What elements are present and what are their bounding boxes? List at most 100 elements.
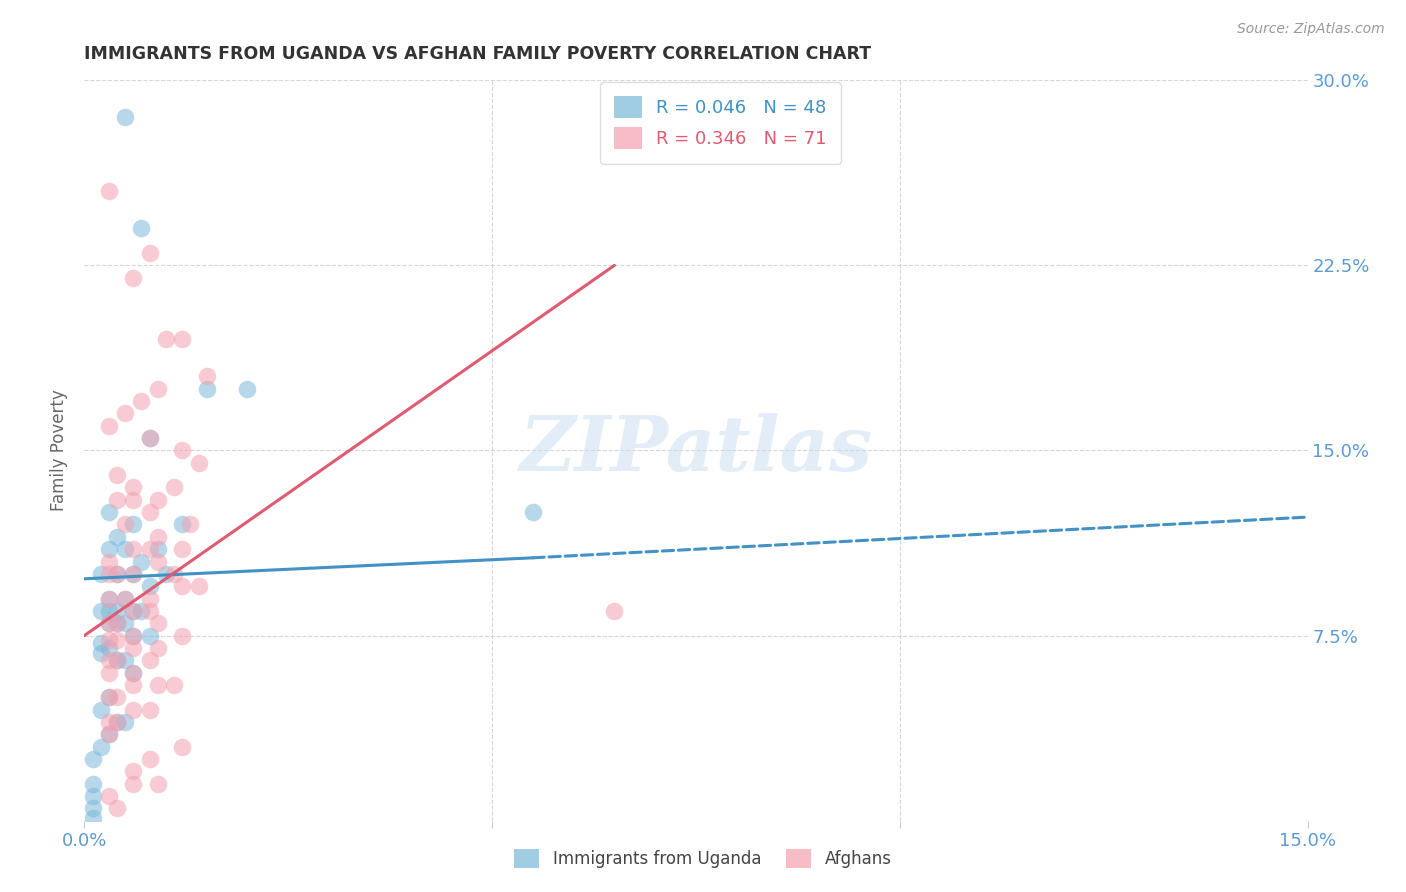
Point [105, 801, 128, 815]
Point [138, 431, 160, 445]
Point [97, 418, 120, 433]
Point [114, 542, 136, 557]
Point [97, 714, 120, 729]
Point [97, 184, 120, 198]
Point [105, 616, 128, 631]
Point [131, 604, 153, 618]
Point [146, 555, 169, 569]
Point [122, 764, 145, 779]
Point [603, 604, 626, 618]
Point [122, 776, 145, 791]
Point [138, 591, 160, 606]
Point [105, 714, 128, 729]
Point [105, 566, 128, 581]
Text: IMMIGRANTS FROM UGANDA VS AFGHAN FAMILY POVERTY CORRELATION CHART: IMMIGRANTS FROM UGANDA VS AFGHAN FAMILY … [84, 45, 872, 63]
Point [122, 628, 145, 642]
Point [97, 690, 120, 705]
Y-axis label: Family Poverty: Family Poverty [51, 390, 69, 511]
Point [172, 332, 194, 346]
Point [114, 517, 136, 532]
Point [82, 776, 104, 791]
Point [97, 591, 120, 606]
Point [195, 382, 218, 396]
Point [114, 653, 136, 667]
Point [97, 542, 120, 557]
Point [172, 443, 194, 458]
Point [122, 566, 145, 581]
Point [97, 640, 120, 655]
Point [90, 739, 112, 754]
Point [97, 616, 120, 631]
Point [138, 246, 160, 260]
Point [122, 270, 145, 285]
Point [155, 566, 177, 581]
Point [105, 604, 128, 618]
Point [172, 628, 194, 642]
Point [105, 714, 128, 729]
Point [138, 542, 160, 557]
Point [138, 505, 160, 519]
Point [122, 566, 145, 581]
Point [114, 616, 136, 631]
Point [105, 492, 128, 507]
Point [163, 566, 186, 581]
Point [82, 752, 104, 766]
Point [122, 517, 145, 532]
Point [114, 111, 136, 125]
Point [138, 431, 160, 445]
Point [187, 456, 209, 470]
Point [105, 468, 128, 483]
Point [138, 604, 160, 618]
Point [122, 628, 145, 642]
Point [114, 407, 136, 421]
Point [90, 566, 112, 581]
Point [172, 739, 194, 754]
Point [138, 579, 160, 593]
Point [163, 678, 186, 692]
Point [138, 752, 160, 766]
Text: ZIPatlas: ZIPatlas [519, 414, 873, 487]
Point [114, 591, 136, 606]
Point [522, 505, 544, 519]
Point [146, 776, 169, 791]
Point [97, 616, 120, 631]
Point [138, 703, 160, 717]
Point [97, 690, 120, 705]
Point [114, 591, 136, 606]
Point [97, 653, 120, 667]
Point [97, 566, 120, 581]
Point [105, 633, 128, 648]
Point [122, 480, 145, 494]
Point [90, 636, 112, 650]
Point [105, 616, 128, 631]
Point [146, 640, 169, 655]
Point [131, 394, 153, 409]
Point [179, 517, 201, 532]
Point [195, 369, 218, 384]
Point [105, 566, 128, 581]
Point [122, 665, 145, 680]
Point [90, 604, 112, 618]
Point [236, 382, 259, 396]
Point [114, 714, 136, 729]
Point [90, 646, 112, 660]
Point [163, 480, 186, 494]
Point [105, 690, 128, 705]
Point [82, 811, 104, 825]
Point [146, 678, 169, 692]
Point [122, 542, 145, 557]
Point [122, 640, 145, 655]
Legend: R = 0.046   N = 48, R = 0.346   N = 71: R = 0.046 N = 48, R = 0.346 N = 71 [600, 82, 841, 164]
Point [122, 492, 145, 507]
Point [187, 579, 209, 593]
Point [172, 579, 194, 593]
Point [97, 604, 120, 618]
Point [82, 801, 104, 815]
Point [146, 382, 169, 396]
Point [146, 530, 169, 544]
Legend: Immigrants from Uganda, Afghans: Immigrants from Uganda, Afghans [508, 843, 898, 875]
Point [105, 530, 128, 544]
Point [97, 555, 120, 569]
Point [97, 727, 120, 741]
Point [90, 703, 112, 717]
